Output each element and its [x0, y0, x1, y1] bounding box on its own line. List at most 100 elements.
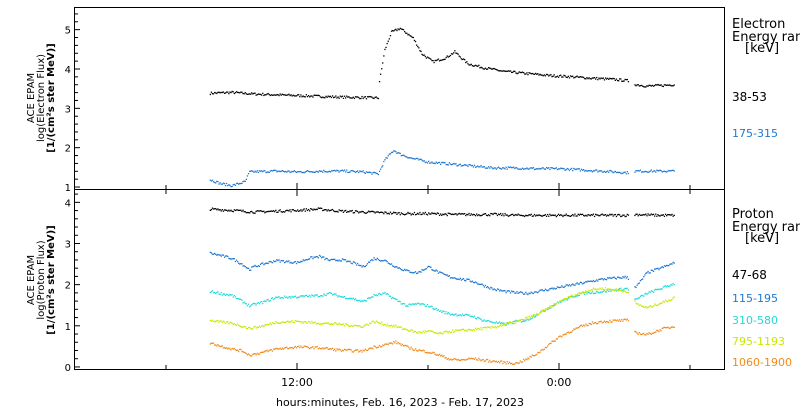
- data-point-blue: [330, 258, 333, 261]
- data-point-yellow: [305, 322, 307, 324]
- data-point-orange: [543, 348, 545, 350]
- data-point-blue: [544, 168, 547, 170]
- data-point-orange: [466, 358, 468, 361]
- data-point-blue: [324, 258, 326, 261]
- y-tick-label: 1: [65, 183, 71, 194]
- data-point-orange: [587, 324, 589, 327]
- data-point-black: [372, 210, 374, 213]
- data-point-blue: [278, 259, 280, 261]
- data-point-cyan: [380, 293, 382, 296]
- data-point-black: [304, 96, 306, 98]
- data-point-cyan: [528, 319, 530, 321]
- data-point-blue: [589, 170, 591, 172]
- data-point-cyan: [362, 300, 364, 302]
- data-point-black: [486, 68, 489, 70]
- data-point-yellow: [314, 321, 316, 323]
- data-point-blue: [481, 283, 483, 285]
- data-point-orange: [502, 362, 504, 365]
- data-point-blue: [392, 151, 394, 153]
- data-point-cyan: [622, 289, 624, 291]
- data-point-yellow: [227, 321, 229, 323]
- data-point-blue: [467, 278, 469, 280]
- data-point-blue: [520, 168, 523, 170]
- data-point-black: [417, 212, 419, 214]
- data-point-black: [651, 84, 654, 87]
- data-point-blue: [610, 277, 612, 280]
- data-point-black: [210, 91, 213, 93]
- data-point-blue: [449, 163, 452, 165]
- data-point-black: [479, 67, 481, 69]
- data-point-blue: [512, 291, 514, 293]
- data-point-yellow: [603, 289, 606, 291]
- data-point-yellow: [474, 327, 477, 329]
- data-point-yellow: [596, 289, 598, 291]
- data-point-blue: [489, 167, 491, 169]
- data-point-orange: [537, 351, 539, 354]
- data-point-blue: [657, 170, 659, 172]
- data-point-black: [581, 213, 584, 215]
- data-point-black: [269, 210, 271, 212]
- data-point-blue: [376, 257, 378, 259]
- data-point-black: [211, 93, 214, 95]
- data-point-blue: [621, 172, 623, 175]
- data-point-blue: [394, 266, 396, 268]
- data-point-yellow: [482, 327, 484, 329]
- data-point-blue: [422, 160, 424, 162]
- data-point-black: [454, 213, 456, 215]
- data-point-black: [477, 65, 479, 67]
- data-point-cyan: [565, 298, 567, 301]
- data-point-black: [325, 95, 327, 97]
- data-point-yellow: [340, 324, 342, 326]
- data-point-cyan: [234, 296, 237, 298]
- data-point-blue: [265, 171, 267, 174]
- data-point-blue: [392, 265, 394, 267]
- data-point-black: [550, 74, 552, 76]
- data-point-yellow: [251, 328, 253, 330]
- data-point-blue: [521, 167, 524, 169]
- data-point-black: [231, 210, 233, 212]
- data-point-yellow: [230, 321, 232, 323]
- data-point-black: [383, 213, 385, 215]
- data-point-blue: [604, 278, 607, 281]
- data-point-black: [209, 93, 211, 96]
- data-point-blue: [345, 259, 347, 261]
- data-point-black: [473, 65, 476, 67]
- data-point-yellow: [472, 328, 475, 331]
- data-point-blue: [568, 284, 571, 286]
- data-point-black: [503, 215, 505, 217]
- data-point-blue: [324, 171, 326, 173]
- data-point-blue: [218, 254, 220, 256]
- data-point-black: [287, 94, 289, 96]
- data-point-black: [419, 50, 421, 52]
- data-point-orange: [381, 346, 383, 348]
- data-point-yellow: [294, 320, 297, 322]
- data-point-black: [636, 213, 638, 215]
- data-point-orange: [460, 359, 462, 361]
- data-point-black: [611, 78, 613, 80]
- data-point-black: [565, 76, 567, 78]
- data-point-black: [671, 213, 673, 216]
- data-point-orange: [468, 357, 470, 359]
- data-point-black: [368, 96, 370, 98]
- data-point-orange: [504, 361, 506, 363]
- data-point-yellow: [526, 316, 528, 318]
- data-point-black: [286, 209, 288, 211]
- data-point-black: [566, 214, 568, 217]
- data-point-cyan: [446, 313, 448, 315]
- data-point-black: [443, 58, 445, 61]
- data-point-orange: [329, 348, 331, 350]
- data-point-blue: [505, 292, 507, 294]
- data-point-blue: [466, 164, 468, 166]
- data-point-orange: [673, 326, 675, 328]
- data-point-orange: [363, 350, 365, 352]
- data-point-yellow: [528, 315, 530, 317]
- data-point-blue: [579, 170, 581, 172]
- data-point-black: [371, 210, 373, 212]
- data-point-orange: [556, 338, 559, 340]
- data-point-yellow: [376, 321, 378, 323]
- data-point-blue: [285, 261, 287, 263]
- data-point-black: [541, 215, 543, 217]
- data-point-blue: [539, 168, 541, 170]
- data-point-blue: [673, 170, 675, 172]
- data-point-black: [599, 78, 601, 80]
